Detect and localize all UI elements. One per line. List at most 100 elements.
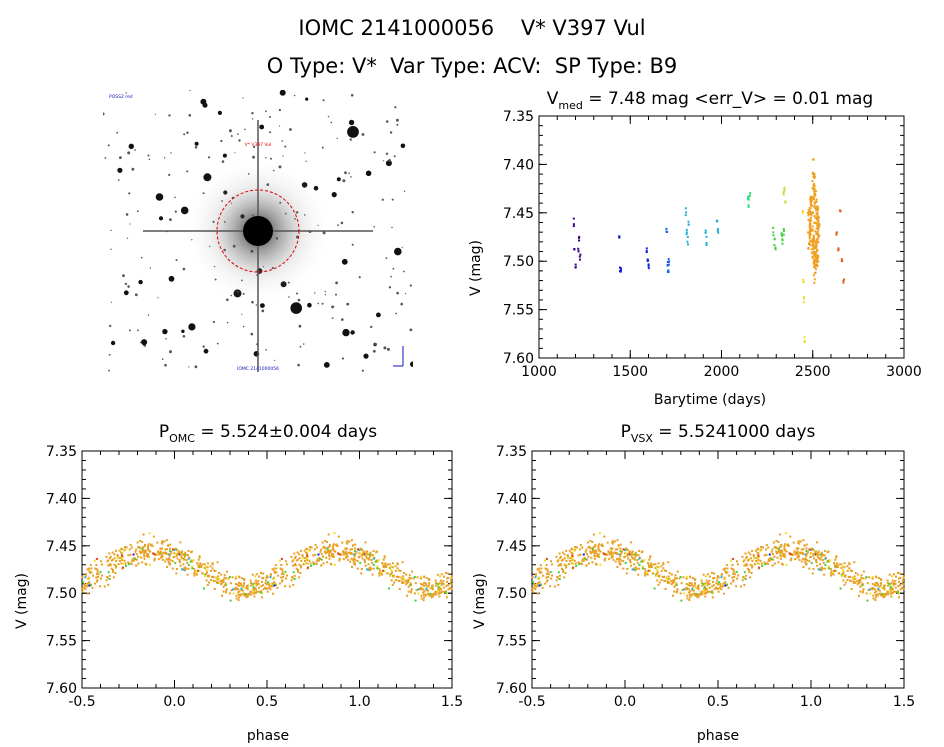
data-point: [127, 561, 130, 564]
data-point: [538, 567, 541, 570]
data-point: [574, 546, 577, 549]
data-point: [269, 588, 272, 591]
time-series-chart: Vmed = 7.48 mag <err_V> = 0.01 mag 1000 1…: [468, 89, 922, 408]
data-point: [225, 590, 228, 593]
data-point: [120, 562, 123, 565]
data-point: [589, 550, 592, 553]
data-point: [705, 579, 708, 582]
data-point: [809, 227, 812, 229]
data-point: [895, 590, 897, 593]
data-point: [216, 577, 219, 580]
data-point: [810, 199, 813, 202]
data-point: [783, 548, 786, 551]
data-point: [880, 582, 882, 585]
data-point: [780, 551, 783, 554]
data-point: [581, 558, 584, 561]
data-point: [275, 571, 278, 574]
data-point: [707, 590, 709, 593]
data-point: [371, 573, 374, 576]
data-point: [88, 570, 91, 573]
data-point: [643, 559, 646, 562]
data-point: [326, 547, 329, 550]
data-point: [782, 230, 785, 232]
data-point: [165, 557, 168, 560]
data-point: [817, 254, 820, 257]
field-star: [321, 146, 324, 149]
data-point: [759, 549, 762, 552]
data-point: [434, 579, 437, 582]
data-point: [419, 586, 422, 589]
field-star: [234, 152, 236, 154]
data-point: [166, 548, 168, 551]
data-point: [212, 579, 215, 582]
data-point: [809, 207, 812, 210]
data-point: [149, 550, 151, 553]
data-point: [95, 557, 98, 560]
data-point: [745, 564, 748, 567]
data-point: [370, 553, 373, 556]
field-star: [128, 329, 131, 332]
field-star: [188, 323, 196, 331]
data-point: [152, 552, 155, 555]
data-point: [773, 562, 776, 565]
data-point: [306, 559, 309, 561]
data-point: [113, 563, 116, 566]
data-point: [883, 584, 886, 587]
data-point: [597, 545, 600, 547]
data-point: [791, 553, 794, 556]
data-point: [223, 574, 226, 577]
data-point: [667, 269, 670, 272]
data-point: [744, 552, 747, 555]
data-point: [883, 593, 886, 596]
data-point: [842, 569, 844, 571]
data-point: [193, 574, 196, 577]
data-point: [640, 551, 643, 554]
data-point: [823, 573, 826, 576]
field-star: [251, 112, 254, 115]
data-point: [168, 554, 171, 557]
data-point: [230, 589, 233, 592]
data-point: [808, 235, 811, 238]
data-point: [897, 590, 900, 593]
data-point: [771, 564, 774, 567]
data-point: [383, 569, 386, 572]
data-point: [585, 548, 588, 551]
data-point: [334, 563, 336, 566]
data-point: [187, 563, 190, 566]
data-point: [180, 551, 183, 554]
data-point: [774, 545, 777, 548]
data-point: [803, 544, 806, 547]
data-point: [367, 568, 370, 571]
y-axis-label: V (mag): [14, 573, 30, 629]
data-point: [630, 553, 633, 556]
data-point: [711, 596, 714, 599]
data-point: [571, 552, 574, 555]
data-point: [818, 216, 820, 219]
y-tick-label: 7.35: [496, 444, 527, 460]
data-point: [237, 599, 240, 602]
data-point: [170, 550, 173, 553]
data-point: [701, 593, 704, 596]
data-point: [370, 559, 373, 561]
data-point: [871, 586, 874, 589]
data-point: [802, 539, 805, 542]
field-star: [174, 196, 176, 199]
data-point: [797, 540, 800, 543]
sky-finder-image: POSS2 red V* V397 Vul IOMC 2141000056: [103, 90, 413, 372]
data-point: [649, 556, 652, 559]
data-point: [121, 554, 123, 557]
data-point: [809, 197, 812, 199]
data-point: [629, 561, 632, 564]
data-point: [305, 562, 308, 565]
field-star: [162, 328, 168, 335]
data-point: [134, 558, 137, 560]
data-point: [342, 558, 345, 561]
data-point: [676, 590, 678, 593]
field-star: [405, 293, 407, 295]
data-point: [648, 566, 651, 568]
data-point: [890, 591, 893, 594]
data-point: [644, 574, 646, 577]
data-point: [261, 580, 263, 583]
data-point: [695, 592, 698, 595]
data-point: [187, 557, 190, 560]
